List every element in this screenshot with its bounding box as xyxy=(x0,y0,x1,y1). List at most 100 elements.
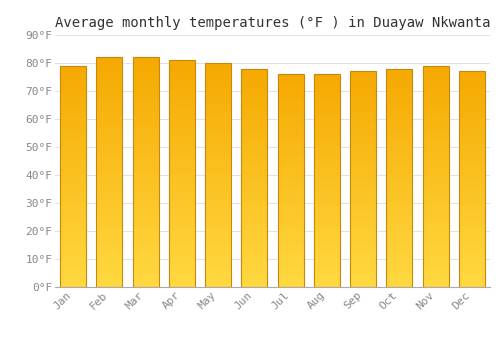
Bar xyxy=(205,284,231,287)
Bar xyxy=(459,274,485,276)
Bar xyxy=(169,191,195,194)
Bar xyxy=(132,112,158,115)
Bar xyxy=(132,163,158,167)
Bar xyxy=(60,146,86,149)
Bar xyxy=(132,129,158,132)
Bar xyxy=(169,145,195,148)
Bar xyxy=(386,199,412,202)
Bar xyxy=(314,231,340,234)
Bar xyxy=(459,255,485,257)
Bar xyxy=(459,141,485,144)
Bar xyxy=(60,113,86,116)
Bar xyxy=(242,281,268,284)
Bar xyxy=(60,237,86,240)
Bar xyxy=(242,85,268,88)
Bar xyxy=(242,249,268,252)
Bar xyxy=(422,96,448,99)
Bar xyxy=(132,115,158,118)
Bar xyxy=(242,79,268,82)
Bar xyxy=(169,159,195,162)
Bar xyxy=(242,137,268,140)
Bar xyxy=(278,127,303,130)
Bar xyxy=(314,133,340,135)
Bar xyxy=(350,149,376,152)
Bar xyxy=(169,63,195,66)
Bar xyxy=(350,211,376,214)
Bar xyxy=(278,98,303,101)
Bar xyxy=(132,270,158,273)
Bar xyxy=(422,152,448,154)
Bar xyxy=(422,130,448,132)
Bar xyxy=(422,218,448,220)
Bar xyxy=(242,69,268,287)
Bar xyxy=(96,175,122,178)
Bar xyxy=(350,71,376,287)
Bar xyxy=(278,101,303,104)
Bar xyxy=(350,122,376,125)
Bar xyxy=(132,278,158,281)
Bar xyxy=(386,276,412,279)
Bar xyxy=(422,157,448,160)
Bar xyxy=(278,90,303,93)
Bar xyxy=(205,220,231,223)
Bar xyxy=(205,197,231,200)
Bar xyxy=(242,216,268,219)
Bar xyxy=(169,279,195,281)
Bar xyxy=(278,263,303,266)
Bar xyxy=(278,204,303,207)
Bar xyxy=(386,137,412,140)
Bar xyxy=(242,71,268,74)
Bar xyxy=(169,230,195,233)
Bar xyxy=(205,83,231,85)
Bar xyxy=(314,125,340,127)
Bar xyxy=(314,146,340,149)
Bar xyxy=(386,235,412,238)
Bar xyxy=(350,88,376,90)
Bar xyxy=(459,176,485,179)
Bar xyxy=(278,229,303,231)
Bar xyxy=(314,85,340,88)
Bar xyxy=(96,95,122,98)
Bar xyxy=(350,101,376,104)
Bar xyxy=(242,186,268,189)
Bar xyxy=(205,231,231,234)
Bar xyxy=(314,117,340,119)
Bar xyxy=(350,98,376,101)
Bar xyxy=(350,190,376,192)
Bar xyxy=(60,69,86,71)
Bar xyxy=(96,284,122,287)
Bar xyxy=(422,176,448,179)
Bar xyxy=(386,112,412,115)
Bar xyxy=(350,77,376,79)
Bar xyxy=(242,159,268,161)
Bar xyxy=(132,152,158,155)
Bar xyxy=(96,281,122,284)
Bar xyxy=(132,241,158,244)
Bar xyxy=(278,135,303,138)
Bar xyxy=(96,129,122,132)
Bar xyxy=(60,143,86,146)
Bar xyxy=(314,104,340,106)
Bar xyxy=(132,212,158,215)
Bar xyxy=(314,207,340,210)
Bar xyxy=(350,228,376,230)
Bar xyxy=(132,57,158,287)
Bar xyxy=(278,231,303,234)
Bar xyxy=(96,138,122,141)
Bar xyxy=(169,205,195,208)
Bar xyxy=(242,246,268,249)
Bar xyxy=(242,164,268,167)
Bar xyxy=(96,144,122,146)
Bar xyxy=(169,168,195,171)
Bar xyxy=(60,196,86,198)
Bar xyxy=(350,198,376,201)
Bar xyxy=(386,281,412,284)
Bar xyxy=(350,125,376,128)
Bar xyxy=(242,284,268,287)
Bar xyxy=(314,189,340,191)
Bar xyxy=(242,134,268,137)
Bar xyxy=(60,110,86,113)
Bar xyxy=(169,69,195,71)
Bar xyxy=(169,162,195,165)
Bar xyxy=(205,133,231,136)
